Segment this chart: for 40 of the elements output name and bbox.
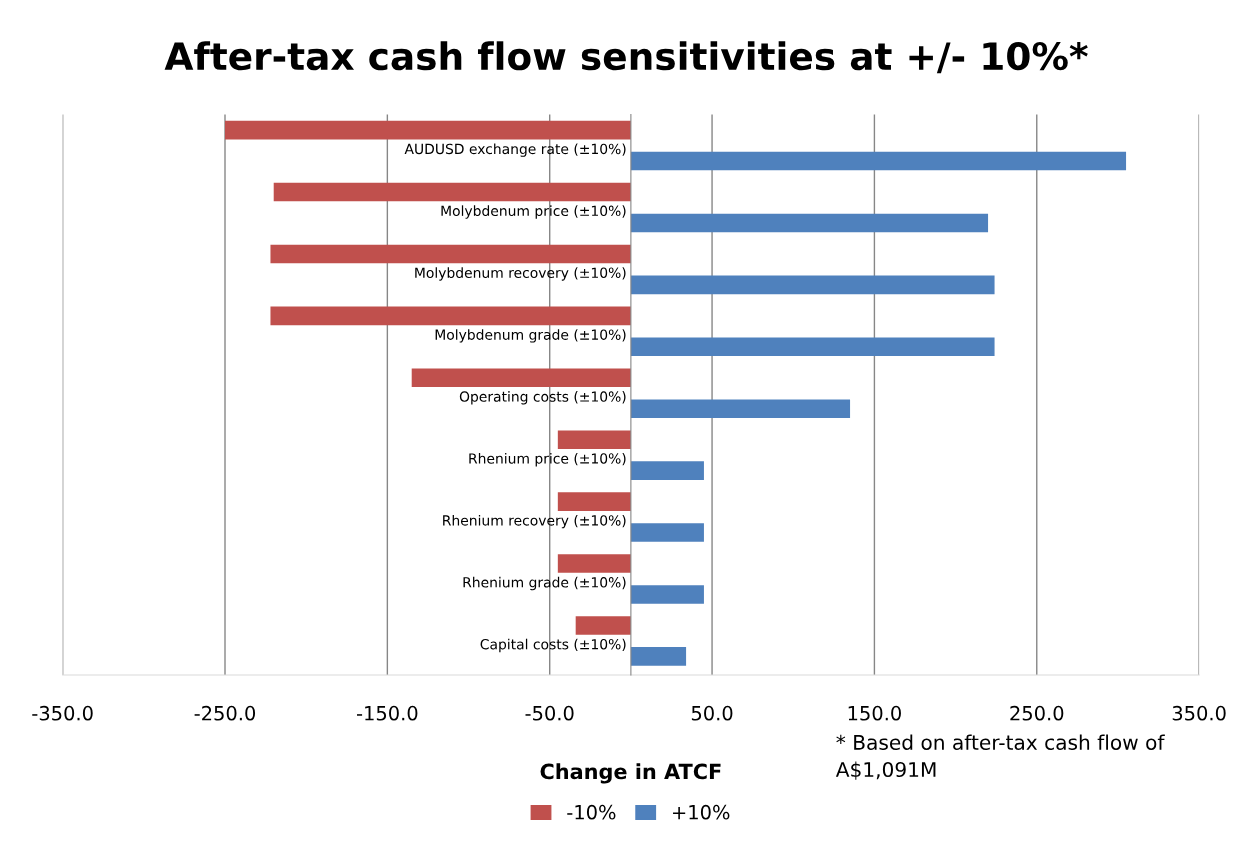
- bar: [630, 461, 704, 480]
- y-tick-label: Molybdenum recovery (±10%): [415, 267, 626, 281]
- bar: [630, 275, 995, 295]
- text: * Based on after-tax cash flow of A$1,091M: [835, 734, 1165, 780]
- bar: [557, 430, 631, 449]
- bar: [630, 647, 687, 666]
- bar: [630, 399, 851, 418]
- bar: [630, 523, 704, 542]
- x-tick-label: 50.0: [691, 705, 733, 721]
- x-tick-label: -50.0: [525, 705, 574, 721]
- bar: [630, 585, 704, 604]
- y-tick-label: Rhenium grade (±10%): [463, 576, 626, 591]
- x-tick-label: 150.0: [848, 705, 901, 721]
- bar: [557, 554, 631, 573]
- y-tick-label: Rhenium recovery (±10%): [443, 514, 626, 529]
- bar: [270, 306, 631, 326]
- x-tick-label: -250.0: [194, 705, 256, 721]
- bar: [270, 244, 631, 264]
- x-axis-title: Change in ATCF: [540, 763, 721, 784]
- bar: [630, 213, 989, 233]
- x-tick-label: 350.0: [1172, 705, 1226, 721]
- legend-label: +10%: [673, 804, 730, 820]
- y-tick-label: AUDUSD exchange rate (±10%): [404, 143, 626, 157]
- chart-title: After-tax cash flow sensitivities at +/- 10%*: [164, 41, 1088, 74]
- bar: [557, 492, 631, 511]
- bar: [273, 182, 631, 202]
- bar: [225, 120, 631, 140]
- y-tick-label: Molybdenum price (±10%): [441, 205, 626, 219]
- bar: [630, 151, 1127, 171]
- legend-label: -10%: [567, 804, 616, 820]
- x-tick-label: -350.0: [32, 705, 93, 721]
- bar: [630, 337, 995, 357]
- y-tick-label: Rhenium price (±10%): [469, 452, 626, 467]
- y-tick-label: Molybdenum grade (±10%): [435, 329, 626, 343]
- y-tick-label: Capital costs (±10%): [480, 638, 626, 653]
- bar: [575, 616, 631, 635]
- bar: [411, 368, 631, 388]
- y-tick-label: Operating costs (±10%): [459, 391, 626, 405]
- x-tick-label: -150.0: [356, 705, 418, 721]
- x-tick-label: 250.0: [1010, 705, 1064, 721]
